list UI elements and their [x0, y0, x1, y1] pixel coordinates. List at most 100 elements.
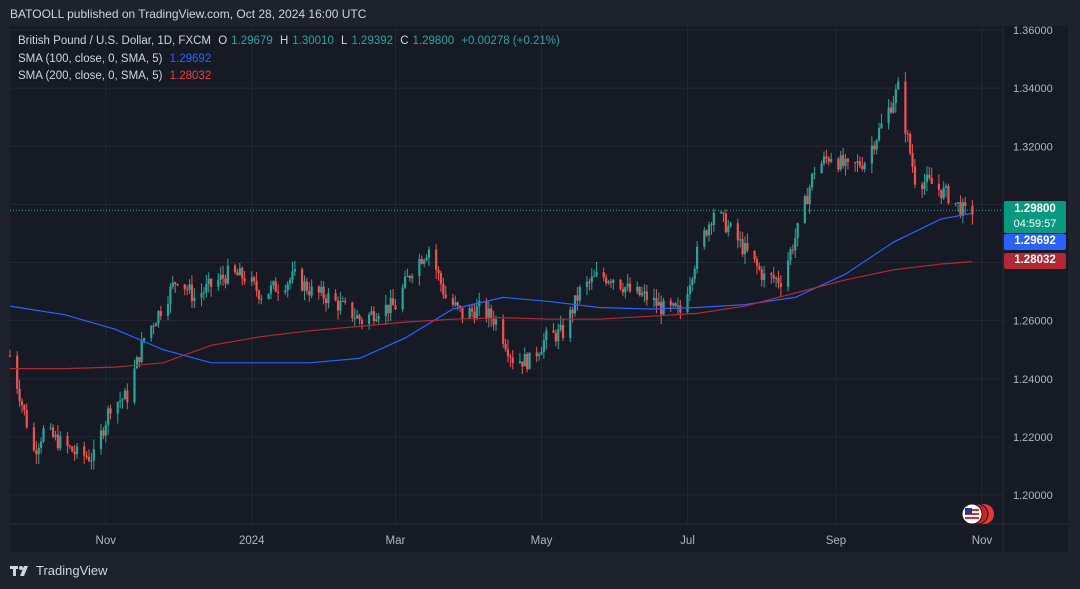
candle-body	[238, 268, 241, 276]
candle-body	[66, 435, 69, 446]
candle-body	[475, 306, 478, 320]
us-uk-flag-icon[interactable]	[961, 503, 995, 525]
candle-body	[727, 226, 730, 233]
candle-body	[87, 456, 91, 461]
candle-body	[16, 355, 19, 389]
candle-body	[863, 163, 866, 169]
candle-body	[310, 286, 313, 296]
candle-body	[923, 181, 926, 190]
candle-body	[858, 161, 862, 166]
candle-body	[207, 278, 210, 285]
candle-body	[442, 283, 445, 295]
candle-body	[485, 300, 488, 319]
candle-body	[8, 355, 12, 357]
candle-body	[344, 300, 347, 303]
candle-body	[389, 298, 392, 314]
candle-body	[703, 230, 706, 247]
candle-body	[696, 246, 699, 269]
high-label: H	[279, 35, 289, 47]
candle-body	[150, 325, 153, 339]
candle-body	[526, 354, 529, 370]
candle-body	[42, 428, 45, 442]
candle-body	[909, 133, 912, 154]
candle-body	[688, 285, 692, 295]
candle-body	[825, 156, 828, 159]
tradingview-logo[interactable]: TradingView	[10, 563, 108, 578]
candle-body	[219, 274, 222, 280]
candle-body	[123, 390, 127, 400]
last-price-tag: 1.29800 04:59:57	[1004, 201, 1066, 233]
candle-body	[253, 277, 256, 282]
candle-body	[494, 319, 498, 325]
chart-frame[interactable]	[10, 26, 1068, 552]
candle-body	[794, 238, 797, 251]
candle-body	[341, 300, 344, 302]
candle-body	[255, 281, 258, 291]
candle-body	[636, 286, 639, 292]
candle-body	[904, 81, 907, 134]
candle-body	[171, 282, 174, 287]
candle-body	[772, 274, 775, 279]
candle-body	[293, 269, 296, 272]
candle-body	[763, 273, 766, 280]
candle-body	[368, 314, 371, 324]
candle-body	[961, 202, 964, 217]
candle-body	[193, 297, 196, 302]
candle-body	[523, 354, 526, 367]
sma100-value: 1.29692	[169, 53, 212, 65]
candle-body	[540, 351, 543, 355]
candle-body	[944, 185, 948, 188]
candle-body	[707, 224, 711, 236]
y-tick-label: 1.20000	[1013, 490, 1053, 502]
bar-countdown: 04:59:57	[1013, 218, 1057, 230]
candle-body	[605, 277, 608, 284]
candle-body	[877, 128, 881, 141]
candle-body	[99, 430, 103, 450]
candle-body	[461, 307, 464, 319]
candle-body	[370, 311, 373, 315]
candle-body	[746, 242, 749, 251]
candle-body	[686, 294, 689, 313]
candle-body	[226, 265, 229, 284]
symbol-label: British Pound / U.S. Dollar, 1D, FXCM	[18, 35, 212, 47]
candle-body	[837, 159, 840, 170]
candle-body	[705, 230, 708, 236]
candle-body	[777, 277, 780, 284]
candle-body	[126, 390, 129, 403]
y-tick-label: 1.32000	[1013, 141, 1053, 153]
candle-body	[68, 445, 71, 447]
candle-body	[506, 349, 510, 357]
candle-body	[35, 450, 38, 455]
candle-body	[51, 427, 55, 437]
y-tick-label: 1.34000	[1013, 83, 1053, 95]
candle-body	[710, 224, 713, 226]
candle-body	[643, 291, 646, 294]
candle-body	[796, 223, 799, 239]
candle-body	[628, 283, 632, 292]
candle-body	[384, 304, 387, 317]
candle-body	[140, 340, 143, 362]
candle-body	[528, 352, 531, 370]
candle-body	[272, 281, 275, 286]
candle-body	[854, 162, 857, 164]
candle-body	[289, 279, 292, 284]
candle-body	[719, 212, 723, 214]
candle-body	[724, 213, 727, 233]
candle-body	[71, 446, 74, 452]
candle-body	[803, 196, 806, 224]
candle-body	[626, 283, 629, 288]
candle-body	[676, 305, 680, 307]
candle-body	[753, 250, 756, 260]
candle-body	[32, 427, 36, 451]
sma200-value: 1.28032	[169, 70, 212, 82]
candle-body	[760, 269, 763, 280]
close-value: 1.29800	[412, 35, 455, 47]
candle-body	[739, 239, 742, 241]
tradingview-logo-icon	[10, 565, 28, 576]
change-value: +0.00278 (+0.21%)	[461, 35, 560, 47]
candle-body	[451, 298, 455, 305]
candle-body	[954, 202, 957, 204]
candle-body	[588, 281, 591, 283]
x-tick-label: Mar	[386, 535, 406, 547]
